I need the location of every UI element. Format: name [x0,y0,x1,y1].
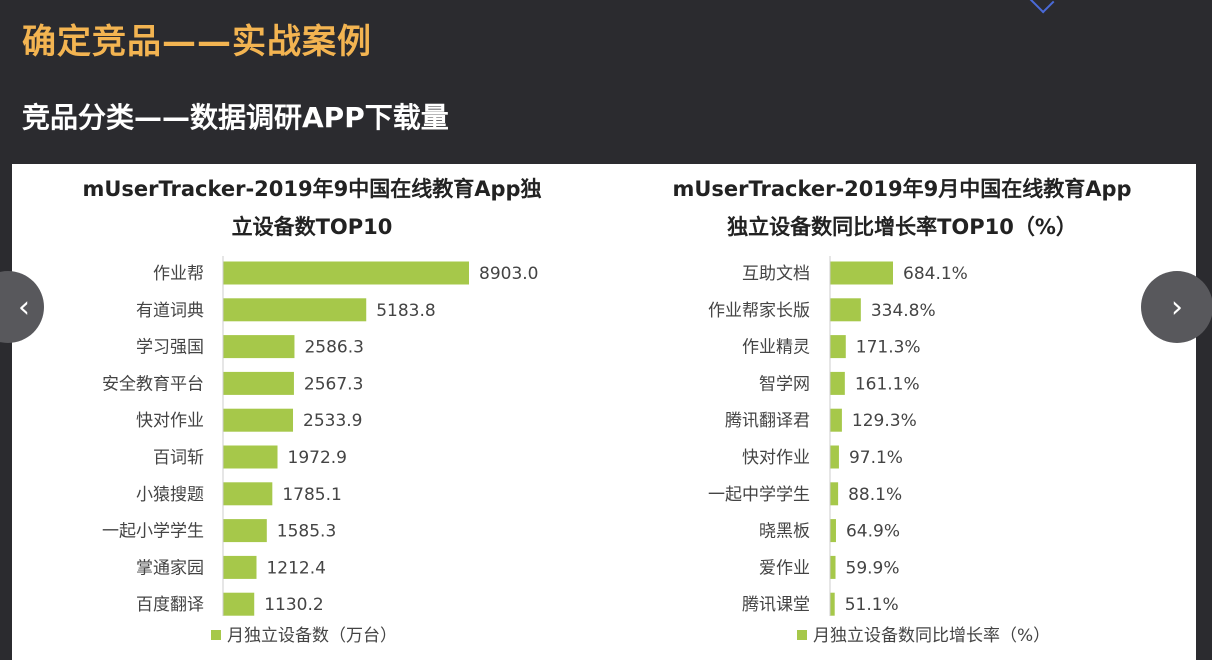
right-category-label: 腾讯课堂 [742,595,810,615]
left-category-label: 有道词典 [136,301,204,321]
left-category-label: 百词斩 [153,448,204,468]
right-value-label: 684.1% [903,264,968,284]
right-category-label: 腾讯翻译君 [725,411,810,431]
left-value-label: 2533.9 [303,411,362,431]
left-value-label: 8903.0 [479,264,538,284]
right-value-label: 161.1% [855,374,920,394]
right-category-label: 晓黑板 [759,522,810,542]
left-category-label: 小猿搜题 [136,485,204,505]
corner-logo-mark [1027,0,1055,14]
left-category-label: 百度翻译 [136,595,204,615]
right-bar [830,298,861,322]
right-category-label: 互助文档 [742,264,810,284]
right-bar [830,555,836,579]
left-category-label: 掌通家园 [136,558,204,578]
right-bar [830,371,845,395]
left-legend-swatch [211,630,221,640]
left-value-label: 1785.1 [282,485,341,505]
right-bar [830,519,836,543]
bar-charts-svg: 作业帮 8903.0 有道词典 5183.8 学习强国 2586.3 安全教育平台 2567.… [102,256,1050,646]
left-value-label: 1130.2 [264,595,323,615]
left-value-label: 2567.3 [304,374,363,394]
left-category-label: 学习强国 [136,338,204,358]
left-bar [223,298,367,322]
chart-title-right-line1: mUserTracker-2019年9月中国在线教育App [672,177,1132,201]
chevron-right-icon: › [1171,289,1183,325]
chart-title-left-line1: mUserTracker-2019年9中国在线教育App独 [82,177,542,201]
chart-title-left: mUserTracker-2019年9中国在线教育App独 立设备数TOP10 [32,170,592,246]
right-category-label: 爱作业 [759,558,810,578]
next-slide-button[interactable]: › [1141,271,1212,343]
left-value-label: 2586.3 [304,338,363,358]
left-value-label: 5183.8 [376,301,435,321]
right-bar [830,482,839,506]
chart-title-right-line2: 独立设备数同比增长率TOP10（%） [727,215,1077,239]
left-legend-label: 月独立设备数（万台） [227,626,397,646]
left-bar [223,592,255,616]
right-value-label: 129.3% [852,411,917,431]
left-category-label: 快对作业 [136,411,204,431]
right-category-label: 作业帮家长版 [708,301,810,321]
right-value-label: 51.1% [845,595,899,615]
right-legend-swatch [797,630,807,640]
right-value-label: 97.1% [849,448,903,468]
right-bar [830,408,842,432]
left-bar [223,371,294,395]
left-bar [223,519,267,543]
chart-title-right: mUserTracker-2019年9月中国在线教育App 独立设备数同比增长率… [612,170,1192,246]
right-bar [830,261,893,285]
slide-subtitle: 竞品分类——数据调研APP下载量 [22,101,449,134]
right-value-label: 171.3% [856,338,921,358]
chevron-left-icon: ‹ [18,289,30,325]
slide-title: 确定竞品——实战案例 [22,22,372,62]
left-category-label: 作业帮 [153,264,204,284]
left-bar [223,445,278,469]
right-category-label: 一起中学学生 [708,485,810,505]
right-category-label: 智学网 [759,374,810,394]
left-bar [223,408,294,432]
right-bar [830,335,846,359]
left-bar [223,335,295,359]
right-bar [830,592,835,616]
right-bar [830,445,839,469]
right-value-label: 59.9% [846,558,900,578]
left-bar [223,482,273,506]
left-value-label: 1585.3 [277,522,336,542]
right-category-label: 作业精灵 [742,338,810,358]
left-bar [223,555,257,579]
left-bar [223,261,469,285]
right-value-label: 334.8% [871,301,936,321]
right-category-label: 快对作业 [742,448,810,468]
left-value-label: 1212.4 [267,558,326,578]
right-value-label: 64.9% [846,522,900,542]
left-value-label: 1972.9 [288,448,347,468]
left-category-label: 安全教育平台 [102,374,204,394]
left-category-label: 一起小学学生 [102,522,204,542]
charts-panel: mUserTracker-2019年9中国在线教育App独 立设备数TOP10 … [12,164,1196,660]
chart-title-left-line2: 立设备数TOP10 [231,215,393,239]
right-value-label: 88.1% [848,485,902,505]
right-legend-label: 月独立设备数同比增长率（%） [813,626,1050,646]
